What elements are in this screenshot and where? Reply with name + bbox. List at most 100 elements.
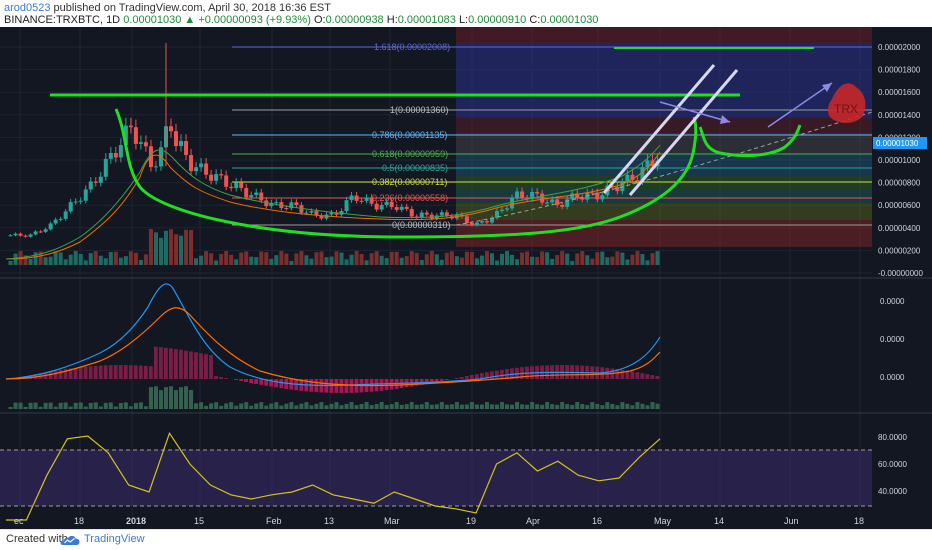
macd-hist-bar (158, 347, 163, 379)
candle-body (540, 193, 545, 203)
macd-hist-bar (53, 370, 58, 379)
volume-bar (414, 252, 419, 265)
macd-volume-bar (239, 403, 244, 409)
volume-bar (379, 255, 384, 265)
macd-volume-bar (590, 402, 595, 409)
volume-bar (269, 258, 274, 265)
macd-volume-bar (570, 404, 575, 409)
volume-bar (244, 251, 249, 265)
volume-bar (595, 252, 600, 265)
rsi-tick-label: 80.0000 (878, 433, 907, 442)
candle-body (88, 181, 93, 190)
volume-bar (93, 251, 98, 265)
price-tick-label: 0.00001400 (878, 111, 921, 120)
macd-hist-bar (640, 373, 645, 379)
candle-body (93, 181, 98, 183)
candle-body (595, 192, 600, 200)
volume-bar (133, 252, 138, 265)
candle-body (329, 212, 334, 215)
macd-volume-bar (199, 402, 204, 409)
volume-bar (625, 259, 630, 265)
candle-body (13, 233, 18, 236)
macd-volume-bar (620, 402, 625, 409)
volume-bar (419, 259, 424, 265)
candle-body (244, 188, 249, 198)
candle-body (505, 208, 510, 210)
candle-body (299, 205, 304, 213)
macd-volume-bar (479, 404, 484, 409)
volume-bar (635, 251, 640, 265)
candle-body (113, 153, 118, 158)
macd-hist-bar (424, 379, 429, 384)
price-change: ▲ +0.00000093 (+9.93%) (184, 14, 311, 26)
fib-label-0618: 0.618(0.00000959) (372, 149, 448, 159)
volume-bar (469, 252, 474, 265)
time-tick-label: Feb (266, 516, 282, 526)
macd-volume-bar (63, 402, 68, 409)
macd-volume-bar (510, 404, 515, 409)
macd-hist-bar (500, 369, 504, 379)
volume-bar (179, 235, 184, 265)
macd-hist-bar (234, 379, 239, 381)
macd-hist-bar (484, 372, 489, 379)
chart-svg[interactable]: 1.618(0.00002008) 1(0.00001360) 0.786(0.… (0, 27, 932, 529)
volume-bar (444, 252, 449, 265)
candle-body (269, 202, 274, 207)
macd-volume-bar (163, 387, 168, 409)
macd-volume-bar (414, 404, 419, 409)
macd-hist-bar (389, 379, 394, 390)
macd-volume-bar (494, 404, 500, 409)
candle-body (284, 208, 289, 210)
macd-volume-bar (219, 405, 224, 409)
macd-volume-bar (224, 403, 229, 409)
time-tick-label: 2018 (126, 516, 146, 526)
volume-bar (515, 259, 520, 265)
macd-volume-bar (83, 406, 88, 409)
volume-bar (8, 261, 13, 265)
macd-hist-bar (645, 374, 650, 379)
macd-volume-bar (158, 390, 163, 409)
high-label: H: (386, 14, 398, 26)
macd-volume-bar (153, 386, 158, 409)
author-link[interactable]: arod0523 (4, 2, 51, 14)
time-tick-label: Mar (384, 516, 400, 526)
candle-body (510, 197, 515, 209)
candle-body (204, 163, 209, 175)
volume-bar (474, 258, 479, 265)
macd-volume-bar (294, 405, 299, 409)
fib-label-1: 1(0.00001360) (390, 105, 449, 115)
candle-body (439, 212, 444, 216)
candle-body (474, 222, 479, 226)
candle-body (394, 207, 399, 210)
macd-hist-bar (138, 365, 143, 379)
candle-body (254, 192, 259, 196)
macd-tick-label: 0.0000 (880, 373, 905, 382)
macd-volume-bar (520, 404, 525, 409)
volume-bar (424, 254, 429, 265)
candle-body (73, 201, 78, 203)
volume-bar (555, 255, 560, 265)
volume-bar (249, 256, 254, 265)
macd-volume-bar (214, 402, 219, 409)
tradingview-brand[interactable]: TradingView (84, 533, 145, 545)
candle-body (108, 153, 113, 159)
macd-hist-bar (254, 379, 259, 384)
volume-bar (309, 258, 314, 265)
macd-volume-bar (88, 402, 93, 409)
candle-body (98, 176, 103, 183)
macd-hist-bar (239, 379, 244, 382)
price-tick-label: 0.00000600 (878, 201, 921, 210)
time-axis: ec 18 2018 15 Feb 13 Mar 19 Apr 16 May 14 Jun 18 (14, 516, 864, 526)
chart-area[interactable]: 1.618(0.00002008) 1(0.00001360) 0.786(0.… (0, 27, 932, 529)
candle-body (224, 175, 229, 187)
macd-hist-bar (194, 352, 198, 379)
volume-bar (620, 252, 625, 265)
macd-hist-bar (214, 376, 218, 379)
channel-line-1 (602, 64, 716, 194)
macd-hist-bar (459, 376, 464, 379)
macd-hist-bar (103, 365, 108, 379)
candle-body (489, 217, 494, 223)
volume-bar (103, 258, 108, 265)
candle-body (469, 223, 474, 226)
candle-body (600, 195, 605, 200)
